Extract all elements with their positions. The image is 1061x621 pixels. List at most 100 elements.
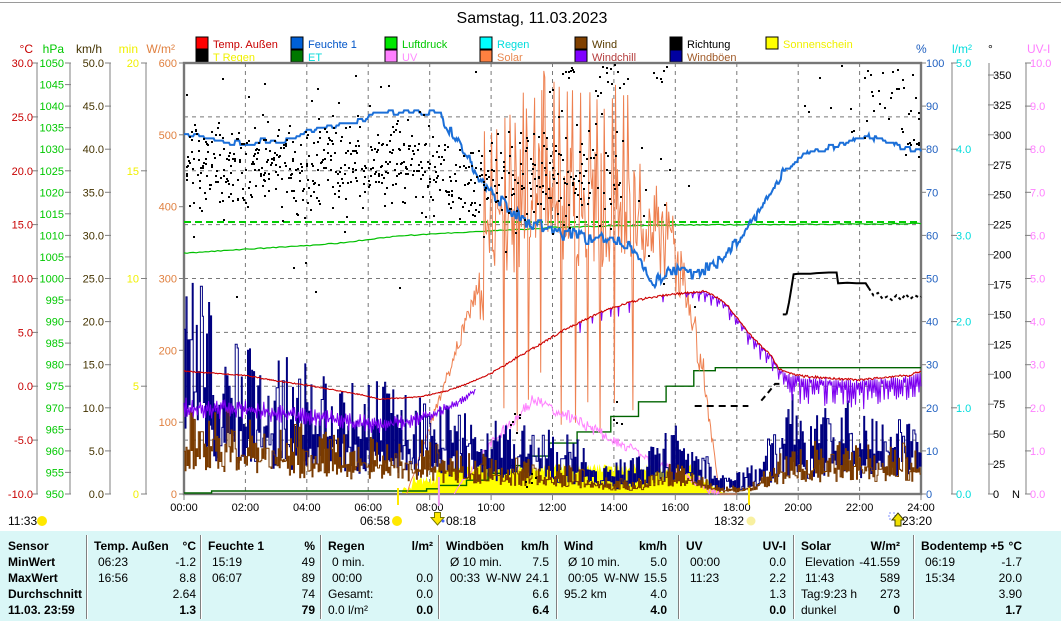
svg-text:6.0: 6.0 <box>1030 230 1045 242</box>
svg-text:10: 10 <box>926 446 938 458</box>
svg-text:150: 150 <box>993 309 1011 321</box>
svg-text:1040: 1040 <box>40 101 64 113</box>
svg-text:990: 990 <box>46 317 64 329</box>
svg-text:100: 100 <box>926 58 944 70</box>
svg-text:l/m²: l/m² <box>952 42 972 56</box>
svg-text:90: 90 <box>926 101 938 113</box>
svg-text:km/h: km/h <box>76 42 102 56</box>
svg-text:%: % <box>916 42 927 56</box>
svg-text:4.0: 4.0 <box>956 144 971 156</box>
svg-text:min: min <box>119 42 138 56</box>
svg-text:°: ° <box>988 42 993 56</box>
svg-text:100: 100 <box>993 369 1011 381</box>
svg-text:20.0: 20.0 <box>83 317 104 329</box>
svg-text:14:00: 14:00 <box>600 502 628 514</box>
svg-text:04:00: 04:00 <box>293 502 321 514</box>
svg-text:35.0: 35.0 <box>83 187 104 199</box>
svg-text:Temp. Außen: Temp. Außen <box>213 39 278 51</box>
svg-text:0.0: 0.0 <box>1030 489 1045 501</box>
svg-text:100: 100 <box>159 417 177 429</box>
svg-text:10.0: 10.0 <box>83 403 104 415</box>
svg-text:600: 600 <box>159 58 177 70</box>
svg-text:1.0: 1.0 <box>1030 446 1045 458</box>
svg-text:°C: °C <box>20 42 34 56</box>
svg-text:Solar: Solar <box>497 52 523 64</box>
svg-text:10.0: 10.0 <box>12 274 33 286</box>
svg-text:10: 10 <box>127 274 139 286</box>
svg-text:60: 60 <box>926 230 938 242</box>
svg-text:5: 5 <box>133 381 139 393</box>
svg-text:175: 175 <box>993 280 1011 292</box>
svg-text:3.0: 3.0 <box>956 230 971 242</box>
svg-text:20:00: 20:00 <box>784 502 812 514</box>
svg-text:5.0: 5.0 <box>89 446 104 458</box>
svg-text:3.0: 3.0 <box>1030 360 1045 372</box>
svg-text:995: 995 <box>46 295 64 307</box>
svg-text:400: 400 <box>159 202 177 214</box>
svg-text:0: 0 <box>926 489 932 501</box>
svg-text:10.0: 10.0 <box>1030 58 1051 70</box>
svg-text:275: 275 <box>993 160 1011 172</box>
svg-text:0: 0 <box>993 489 999 501</box>
svg-text:00:00: 00:00 <box>170 502 198 514</box>
svg-text:Richtung: Richtung <box>687 39 730 51</box>
svg-text:200: 200 <box>159 345 177 357</box>
svg-text:16:00: 16:00 <box>662 502 690 514</box>
svg-text:20: 20 <box>926 403 938 415</box>
svg-text:UV: UV <box>402 52 418 64</box>
svg-text:18:00: 18:00 <box>723 502 751 514</box>
svg-text:325: 325 <box>993 100 1011 112</box>
svg-text:500: 500 <box>159 130 177 142</box>
svg-text:25.0: 25.0 <box>12 112 33 124</box>
svg-text:0: 0 <box>171 489 177 501</box>
svg-text:40: 40 <box>926 317 938 329</box>
svg-text:200: 200 <box>993 250 1011 262</box>
svg-text:1005: 1005 <box>40 252 64 264</box>
svg-text:1020: 1020 <box>40 187 64 199</box>
svg-text:24:00: 24:00 <box>907 502 935 514</box>
svg-text:7.0: 7.0 <box>1030 187 1045 199</box>
svg-text:Feuchte 1: Feuchte 1 <box>308 39 357 51</box>
svg-text:Sonnenschein: Sonnenschein <box>783 39 853 51</box>
svg-text:N: N <box>1012 489 1020 501</box>
svg-text:75: 75 <box>993 399 1005 411</box>
svg-text:5.0: 5.0 <box>18 327 33 339</box>
svg-text:125: 125 <box>993 339 1011 351</box>
svg-text:25.0: 25.0 <box>83 274 104 286</box>
svg-text:1.0: 1.0 <box>956 403 971 415</box>
svg-text:0.0: 0.0 <box>89 489 104 501</box>
svg-text:300: 300 <box>159 274 177 286</box>
svg-text:0.0: 0.0 <box>956 489 971 501</box>
svg-text:8.0: 8.0 <box>1030 144 1045 156</box>
svg-text:2.0: 2.0 <box>1030 403 1045 415</box>
svg-text:15.0: 15.0 <box>12 220 33 232</box>
svg-text:250: 250 <box>993 190 1011 202</box>
svg-text:20.0: 20.0 <box>12 166 33 178</box>
svg-text:2.0: 2.0 <box>956 317 971 329</box>
svg-text:80: 80 <box>926 144 938 156</box>
svg-text:Windchill: Windchill <box>592 52 636 64</box>
svg-text:W/m²: W/m² <box>146 42 175 56</box>
svg-text:11:33: 11:33 <box>8 514 37 528</box>
svg-text:1015: 1015 <box>40 209 64 221</box>
svg-text:0.0: 0.0 <box>18 381 33 393</box>
svg-text:950: 950 <box>46 489 64 501</box>
svg-text:10:00: 10:00 <box>477 502 505 514</box>
svg-text:70: 70 <box>926 187 938 199</box>
svg-text:5.0: 5.0 <box>1030 274 1045 286</box>
svg-text:1025: 1025 <box>40 166 64 178</box>
svg-text:30.0: 30.0 <box>12 58 33 70</box>
svg-text:975: 975 <box>46 381 64 393</box>
svg-text:20: 20 <box>127 58 139 70</box>
svg-text:Regen: Regen <box>497 39 529 51</box>
svg-text:Luftdruck: Luftdruck <box>402 39 448 51</box>
svg-text:1035: 1035 <box>40 123 64 135</box>
svg-text:15.0: 15.0 <box>83 360 104 372</box>
svg-text:970: 970 <box>46 403 64 415</box>
svg-text:50: 50 <box>993 429 1005 441</box>
svg-text:06:58: 06:58 <box>360 514 390 528</box>
svg-text:UV-I: UV-I <box>1027 42 1050 56</box>
svg-text:Windböen: Windböen <box>687 52 737 64</box>
svg-text:18:32: 18:32 <box>714 514 744 528</box>
svg-text:06:00: 06:00 <box>354 502 382 514</box>
